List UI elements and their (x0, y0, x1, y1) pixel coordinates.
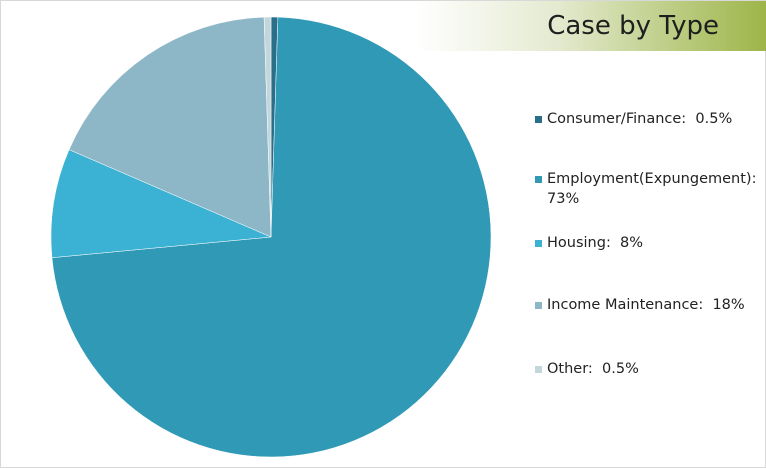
legend-item: Income Maintenance: 18% (535, 295, 766, 315)
legend-value: 73% (547, 191, 580, 207)
legend-label: Other: (547, 361, 593, 377)
legend-value: 0.5% (602, 361, 639, 377)
legend-item: Consumer/Finance: 0.5% (535, 109, 766, 129)
legend-label: Consumer/Finance: (547, 111, 687, 127)
legend-item: Housing: 8% (535, 233, 766, 253)
pie (50, 16, 492, 458)
pie-slice (68, 16, 272, 238)
legend-item: Other: 0.5% (535, 359, 766, 379)
legend-swatch (535, 116, 542, 123)
legend-value: 0.5% (695, 111, 733, 127)
legend-swatch (535, 176, 542, 183)
legend-value: 18% (712, 297, 745, 313)
pie-slice (263, 16, 272, 238)
legend-swatch (535, 240, 542, 247)
legend-label: Income Maintenance: (547, 297, 704, 313)
pie-slice (51, 16, 492, 458)
legend-item: Employment(Expungement): 73% (535, 169, 766, 209)
chart-title: Case by Type (547, 11, 719, 41)
legend-label: Employment(Expungement): (547, 171, 757, 187)
pie-slice (50, 149, 272, 258)
legend-swatch (535, 302, 542, 309)
legend-label: Housing: (547, 235, 611, 251)
title-banner: Case by Type (416, 1, 766, 51)
legend-swatch (535, 366, 542, 373)
legend-value: 8% (620, 235, 644, 251)
